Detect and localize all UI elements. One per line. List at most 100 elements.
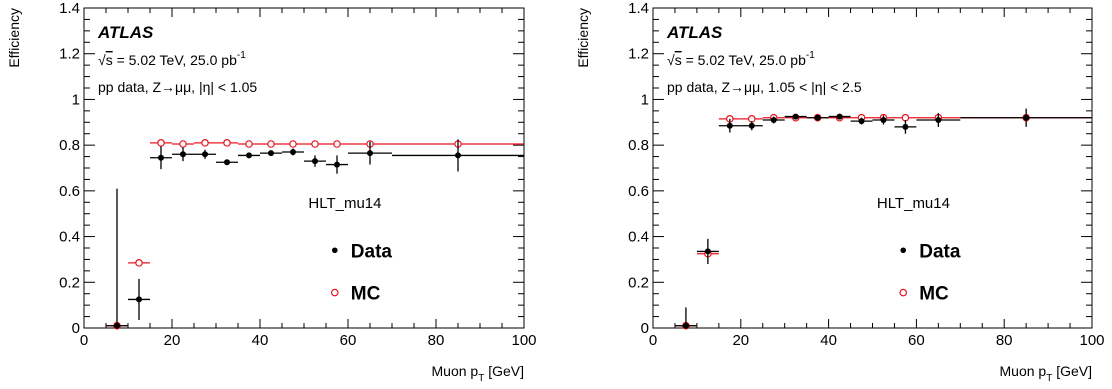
y-tick-label: 0.8 (59, 137, 80, 154)
x-axis-title-subscript: T (1046, 373, 1052, 384)
data-point (224, 159, 230, 166)
x-tick-label: 0 (649, 332, 657, 349)
data-point (202, 151, 208, 158)
data-point (682, 322, 689, 329)
x-tick-label: 20 (164, 332, 181, 349)
y-tick-label: 1.2 (59, 46, 80, 63)
data-point (158, 154, 164, 161)
x-tick-label: 80 (428, 332, 445, 349)
y-tick-label: 1.2 (628, 46, 649, 63)
legend-data-marker (332, 247, 338, 254)
data-point (268, 150, 274, 157)
y-tick-label: 0.4 (628, 229, 649, 246)
atlas-label: ATLAS (97, 23, 154, 42)
selection-label: pp data, Z→μμ, |η| < 1.05 (98, 79, 257, 95)
series-mc (674, 113, 1092, 330)
lumi-exponent: -1 (237, 50, 246, 61)
x-axis-title-main: Muon p (1000, 363, 1047, 379)
data-point (814, 114, 821, 121)
y-tick-label: 1.4 (628, 0, 649, 17)
legend-mc-label: MC (351, 284, 381, 305)
data-point (312, 158, 318, 165)
y-tick-label: 0.4 (59, 229, 80, 246)
mc-point (201, 139, 209, 147)
x-axis-title: Muon pT [GeV] (432, 363, 525, 384)
series-mc (106, 139, 524, 330)
data-point (770, 117, 777, 123)
x-axis-title-main: Muon p (432, 363, 479, 379)
legend-data-label: Data (919, 241, 961, 262)
selection-suffix: μμ, 1.05 < |η| < 2.5 (744, 79, 862, 95)
y-tick-label: 0 (641, 320, 649, 337)
sqrt-symbol: √ (98, 52, 106, 68)
data-point (880, 117, 887, 123)
y-tick-label: 1.4 (59, 0, 80, 17)
sqrt-symbol: √ (667, 52, 675, 68)
legend-data-marker (900, 247, 907, 254)
x-tick-label: 0 (80, 332, 88, 349)
y-axis-title: Efficiency (6, 8, 22, 68)
lumi-exponent: -1 (806, 50, 815, 61)
legend-mc-marker (330, 288, 339, 297)
y-tick-label: 0.2 (59, 274, 80, 291)
x-tick-label: 100 (1079, 332, 1104, 349)
data-point (180, 151, 186, 158)
data-point (455, 152, 461, 159)
arrow-glyph: → (730, 79, 744, 95)
x-axis-title: Muon pT [GeV] (1000, 363, 1093, 384)
arrow-glyph: → (161, 79, 175, 95)
selection-suffix: μμ, |η| < 1.05 (175, 79, 257, 95)
data-point (935, 117, 942, 123)
mc-point (179, 140, 187, 148)
mc-point (245, 140, 253, 148)
y-tick-label: 0.8 (628, 137, 649, 154)
chart-panel-1: 0 20 40 60 80 100 0 0.2 0.4 0.6 0.8 1 1.2 1.4 Efficien… (6, 0, 537, 384)
mc-point (267, 140, 275, 148)
y-tick-label: 0.2 (628, 274, 649, 291)
data-point (334, 161, 340, 168)
x-tick-label: 40 (252, 332, 269, 349)
x-tick-label: 40 (820, 332, 837, 349)
energy-lumi: = 5.02 TeV, 25.0 pb (113, 52, 237, 68)
series-data (106, 139, 524, 329)
y-axis-title: Efficiency (575, 8, 591, 68)
series-data (674, 108, 1092, 329)
x-tick-label: 100 (511, 332, 536, 349)
x-axis-title-unit: [GeV] (484, 363, 524, 379)
y-tick-label: 1 (641, 91, 649, 108)
selection-prefix: pp data, Z (98, 79, 161, 95)
x-axis-title-subscript: T (478, 373, 484, 384)
sqrt-s: s (106, 52, 113, 68)
mc-point (333, 140, 341, 148)
y-tick-label: 0.6 (628, 183, 649, 200)
y-tick-label: 0.6 (59, 183, 80, 200)
mc-point (311, 140, 319, 148)
trigger-label: HLT_mu14 (308, 195, 381, 212)
x-tick-label: 60 (340, 332, 357, 349)
data-point (367, 150, 373, 157)
atlas-label: ATLAS (666, 23, 723, 42)
data-point (114, 322, 120, 329)
x-tick-label: 80 (996, 332, 1013, 349)
energy-lumi-label: √s = 5.02 TeV, 25.0 pb-1 (98, 50, 246, 68)
energy-lumi-label: √s = 5.02 TeV, 25.0 pb-1 (667, 50, 815, 68)
data-point (748, 122, 755, 129)
mc-point (747, 115, 756, 123)
mc-point (223, 139, 231, 147)
x-tick-label: 20 (732, 332, 749, 349)
mc-point (289, 140, 297, 148)
data-point (726, 122, 733, 129)
legend-data-label: Data (351, 241, 393, 262)
data-point (836, 113, 843, 120)
data-point (290, 149, 296, 155)
x-axis-title-unit: [GeV] (1052, 363, 1092, 379)
data-point (704, 248, 711, 255)
energy-lumi: = 5.02 TeV, 25.0 pb (682, 52, 806, 68)
data-point (1023, 114, 1030, 121)
trigger-label: HLT_mu14 (877, 195, 950, 212)
legend-mc-label: MC (919, 284, 949, 305)
x-tick-label: 60 (908, 332, 925, 349)
data-point (136, 296, 142, 303)
data-point (792, 113, 799, 120)
